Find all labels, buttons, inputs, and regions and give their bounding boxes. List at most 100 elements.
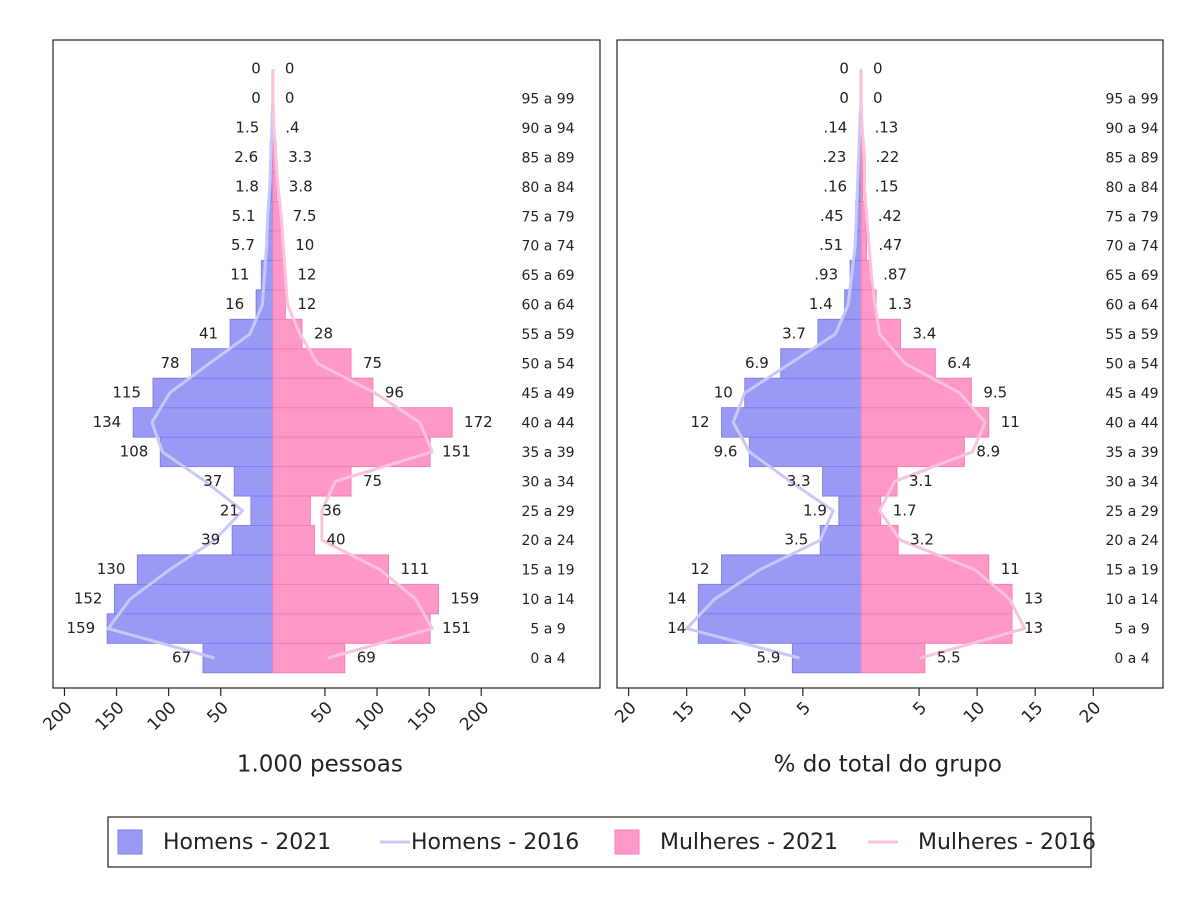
bar: [822, 466, 862, 497]
age-label: 65 a 69: [521, 268, 574, 284]
value-label: 1.5: [235, 118, 259, 136]
value-label: 6.9: [745, 354, 769, 372]
bar: [113, 583, 274, 615]
line: [271, 69, 434, 660]
value-label: 6.4: [947, 354, 971, 372]
value-label: 13: [1024, 619, 1043, 637]
bar: [860, 495, 882, 526]
bar: [136, 554, 274, 585]
value-label: 39: [201, 531, 220, 549]
value-label: 3.1: [909, 472, 933, 490]
age-label: 10 a 14: [1105, 592, 1158, 608]
age-label: 80 a 84: [521, 180, 574, 196]
x-tick-label: 50: [308, 698, 337, 727]
bar: [191, 348, 274, 379]
value-label: 1.3: [888, 295, 912, 313]
value-label: 0: [285, 60, 295, 78]
value-label: 159: [451, 590, 480, 608]
age-label: 45 a 49: [1105, 386, 1158, 402]
value-label: 40: [327, 531, 346, 549]
legend-label: Mulheres - 2016: [918, 830, 1096, 855]
value-label: 134: [93, 413, 122, 431]
bar: [860, 466, 898, 497]
value-label: 1.8: [235, 177, 259, 195]
value-label: .16: [823, 177, 847, 195]
value-label: 37: [203, 472, 222, 490]
x-tick-label: 5: [909, 698, 931, 720]
x-tick-label: 15: [669, 698, 698, 727]
value-label: 9.6: [714, 442, 738, 460]
value-label: 11: [230, 266, 249, 284]
bar: [272, 642, 346, 674]
value-label: 151: [442, 619, 471, 637]
value-label: 78: [160, 354, 179, 372]
bar: [272, 554, 389, 585]
value-label: 0: [251, 60, 261, 78]
value-label: 0: [839, 89, 849, 107]
bar: [272, 613, 431, 644]
value-label: 0: [873, 89, 883, 107]
value-label: .14: [823, 118, 847, 136]
age-label: 65 a 69: [1105, 268, 1158, 284]
bar: [272, 318, 303, 350]
legend-swatch: [614, 829, 640, 855]
value-label: 3.2: [910, 531, 934, 549]
value-label: 12: [297, 295, 316, 313]
value-label: .15: [875, 177, 899, 195]
x-tick-label: 200: [39, 698, 76, 735]
value-label: 0: [839, 60, 849, 78]
value-label: 36: [322, 501, 341, 519]
age-label: 75 a 79: [521, 209, 574, 225]
value-label: 3.7: [782, 325, 806, 343]
x-tick-label: 50: [203, 698, 232, 727]
age-label: 10 a 14: [521, 592, 574, 608]
age-label: 95 a 99: [521, 91, 574, 107]
age-label: 15 a 19: [1105, 563, 1158, 579]
age-label: 25 a 29: [1105, 504, 1158, 520]
panel-frame: [616, 39, 1164, 689]
value-label: 1.4: [809, 295, 833, 313]
age-label: 80 a 84: [1105, 180, 1158, 196]
value-label: 5.5: [937, 649, 961, 667]
x-tick-label: 20: [611, 698, 640, 727]
age-label: 50 a 54: [1105, 357, 1158, 373]
age-label: 25 a 29: [521, 504, 574, 520]
bar: [272, 289, 286, 320]
value-label: 69: [357, 649, 376, 667]
value-label: 130: [97, 560, 126, 578]
bar: [231, 524, 274, 556]
value-label: .45: [820, 207, 844, 225]
age-label: 70 a 74: [521, 239, 574, 255]
x-tick-label: 100: [352, 698, 389, 735]
age-label: 55 a 59: [1105, 327, 1158, 343]
age-label: 5 a 9: [1114, 622, 1149, 638]
bar: [202, 642, 274, 674]
value-label: 0: [251, 89, 261, 107]
age-label: 45 a 49: [521, 386, 574, 402]
x-axis-title: 1.000 pessoas: [237, 752, 403, 778]
value-label: 12: [690, 413, 709, 431]
value-label: 10: [714, 383, 733, 401]
value-label: 172: [464, 413, 493, 431]
legend-box: [107, 816, 1092, 868]
age-label: 50 a 54: [521, 357, 574, 373]
age-label: 35 a 39: [1105, 445, 1158, 461]
bar: [272, 524, 316, 556]
value-label: .93: [814, 266, 838, 284]
x-tick-label: 100: [144, 698, 181, 735]
x-tick-label: 10: [727, 698, 756, 727]
age-label: 40 a 44: [1105, 415, 1158, 431]
age-label: 60 a 64: [521, 298, 574, 314]
value-label: 3.5: [784, 531, 808, 549]
value-label: 3.3: [288, 148, 312, 166]
value-label: 12: [690, 560, 709, 578]
age-label: 30 a 34: [521, 474, 574, 490]
value-label: 5.7: [231, 236, 255, 254]
value-label: 159: [67, 619, 96, 637]
value-label: 8.9: [976, 442, 1000, 460]
bar: [697, 583, 862, 615]
age-label: 0 a 4: [530, 651, 565, 667]
age-label: 20 a 24: [521, 533, 574, 549]
value-label: .13: [874, 118, 898, 136]
